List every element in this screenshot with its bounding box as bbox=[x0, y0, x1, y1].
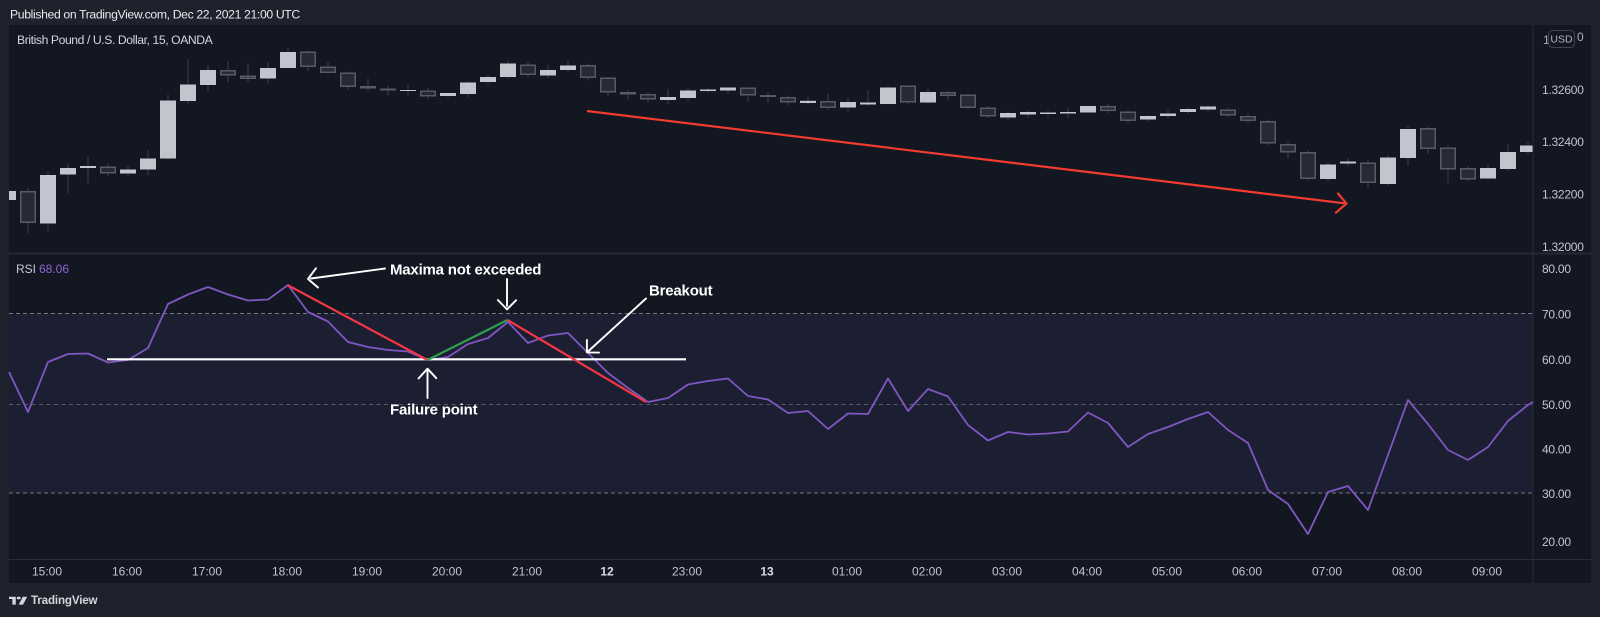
svg-text:RSI: RSI bbox=[16, 262, 36, 276]
svg-text:05:00: 05:00 bbox=[1152, 565, 1182, 579]
svg-text:01:00: 01:00 bbox=[832, 565, 862, 579]
svg-text:40.00: 40.00 bbox=[1542, 443, 1571, 457]
svg-text:17:00: 17:00 bbox=[192, 565, 222, 579]
svg-text:13: 13 bbox=[760, 565, 774, 579]
svg-text:Published on TradingView.com,: Published on TradingView.com, Dec 22, 20… bbox=[10, 8, 300, 22]
svg-text:02:00: 02:00 bbox=[912, 565, 942, 579]
svg-text:15:00: 15:00 bbox=[32, 565, 62, 579]
svg-text:07:00: 07:00 bbox=[1312, 565, 1342, 579]
svg-text:Failure point: Failure point bbox=[390, 402, 478, 419]
svg-text:USD: USD bbox=[1550, 34, 1573, 46]
svg-text:08:00: 08:00 bbox=[1392, 565, 1422, 579]
svg-text:19:00: 19:00 bbox=[352, 565, 382, 579]
svg-text:04:00: 04:00 bbox=[1072, 565, 1102, 579]
svg-text:30.00: 30.00 bbox=[1542, 487, 1571, 501]
svg-text:1.32000: 1.32000 bbox=[1542, 240, 1584, 254]
svg-text:1.32600: 1.32600 bbox=[1542, 83, 1584, 97]
svg-text:21:00: 21:00 bbox=[512, 565, 542, 579]
svg-text:80.00: 80.00 bbox=[1542, 262, 1571, 276]
svg-text:06:00: 06:00 bbox=[1232, 565, 1262, 579]
svg-text:Breakout: Breakout bbox=[649, 283, 713, 300]
svg-text:1.32400: 1.32400 bbox=[1542, 135, 1584, 149]
svg-text:60.00: 60.00 bbox=[1542, 353, 1571, 367]
svg-text:0: 0 bbox=[1577, 30, 1584, 44]
svg-text:Maxima not exceeded: Maxima not exceeded bbox=[390, 262, 541, 279]
svg-text:50.00: 50.00 bbox=[1542, 398, 1571, 412]
svg-text:23:00: 23:00 bbox=[672, 565, 702, 579]
svg-text:18:00: 18:00 bbox=[272, 565, 302, 579]
svg-text:20.00: 20.00 bbox=[1542, 535, 1571, 549]
svg-text:TradingView: TradingView bbox=[31, 594, 99, 607]
svg-text:09:00: 09:00 bbox=[1472, 565, 1502, 579]
svg-text:1: 1 bbox=[1543, 33, 1550, 47]
svg-text:70.00: 70.00 bbox=[1542, 308, 1571, 322]
svg-text:03:00: 03:00 bbox=[992, 565, 1022, 579]
svg-text:1.32200: 1.32200 bbox=[1542, 188, 1584, 202]
svg-text:16:00: 16:00 bbox=[112, 565, 142, 579]
svg-text:20:00: 20:00 bbox=[432, 565, 462, 579]
svg-text:12: 12 bbox=[600, 565, 614, 579]
svg-text:68.06: 68.06 bbox=[39, 262, 69, 276]
svg-text:British Pound / U.S. Dollar, 1: British Pound / U.S. Dollar, 15, OANDA bbox=[17, 33, 214, 47]
